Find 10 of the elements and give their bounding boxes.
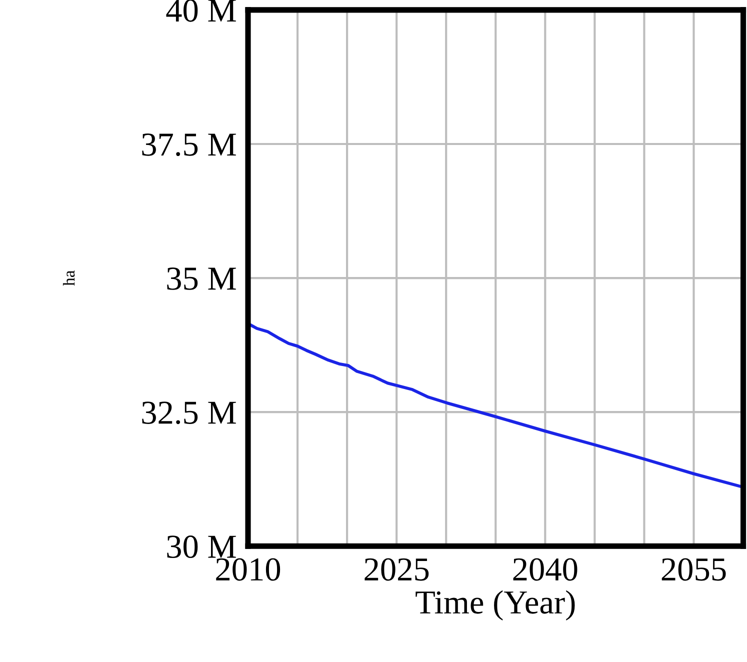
x-axis-title: Time (Year) [416,590,575,620]
y-tick-label: 35 M [167,268,236,290]
y-tick-label: 37.5 M [142,133,236,156]
y-axis-title: ha [62,270,75,286]
x-tick-label: 2055 [662,558,726,581]
x-tick-label: 2025 [364,558,429,581]
x-tick-label: 2010 [216,558,280,581]
y-tick-label: 30 M [167,536,236,558]
y-tick-label: 32.5 M [142,402,236,424]
x-tick-label: 2040 [513,558,578,581]
